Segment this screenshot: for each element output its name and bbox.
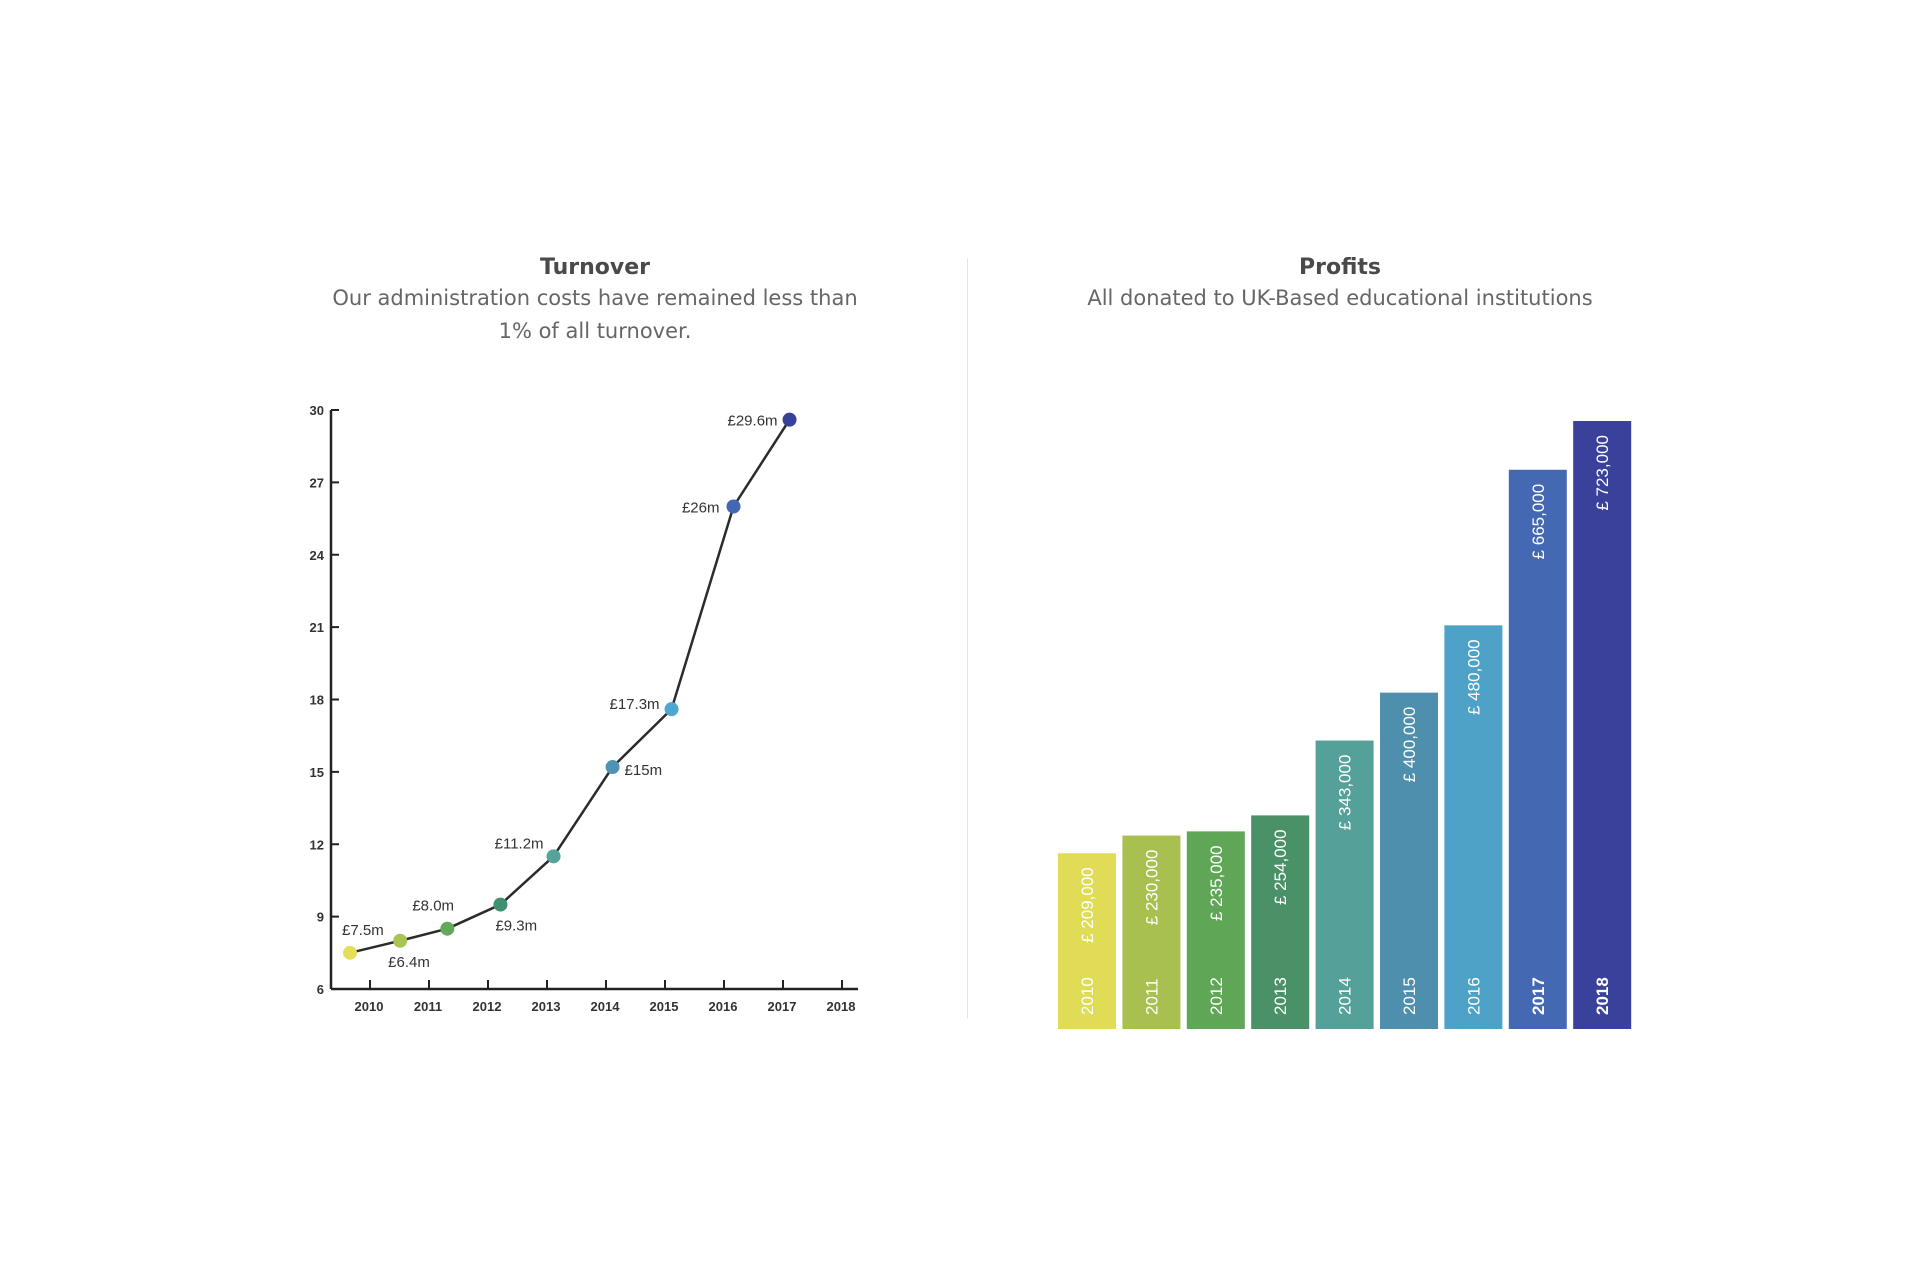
profits-subtitle: All donated to UK-Based educational inst…: [1087, 286, 1593, 310]
turnover-point-label: £8.0m: [412, 898, 454, 915]
turnover-y-tick-label: 12: [310, 837, 324, 852]
turnover-data-point: [440, 921, 455, 936]
turnover-point-label: £15m: [625, 762, 663, 779]
profits-bar-value-label: £ 230,000: [1142, 850, 1161, 926]
profits-bar-year-label: 2014: [1336, 977, 1355, 1015]
turnover-point-label: £26m: [682, 500, 720, 517]
turnover-y-tick-label: 9: [317, 910, 324, 925]
profits-title: Profits: [1298, 255, 1381, 280]
turnover-data-point: [343, 945, 357, 960]
turnover-title: Turnover: [540, 255, 650, 280]
turnover-data-point: [782, 412, 797, 427]
turnover-x-tick-label: 2017: [768, 999, 797, 1014]
turnover-data-point: [605, 760, 620, 775]
turnover-x-tick-label: 2012: [473, 999, 502, 1014]
turnover-header: Turnover Our administration costs have r…: [305, 254, 885, 348]
turnover-point-label: £9.3m: [495, 918, 537, 935]
turnover-x-tick-label: 2013: [532, 999, 561, 1014]
profits-bar-2011: [1122, 835, 1181, 1029]
turnover-x-tick-label: 2016: [709, 999, 738, 1014]
turnover-y-tick-label: 30: [310, 403, 324, 418]
profits-bar-2012: [1186, 831, 1245, 1029]
turnover-data-point: [726, 499, 741, 514]
profits-bar-year-label: 2010: [1078, 977, 1097, 1015]
profits-bar-value-label: £ 343,000: [1336, 755, 1355, 831]
turnover-point-label: £29.6m: [728, 413, 778, 430]
profits-bar-value-label: £ 254,000: [1271, 829, 1290, 905]
turnover-y-tick-label: 27: [310, 475, 324, 490]
profits-bar-value-label: £ 723,000: [1593, 435, 1612, 511]
turnover-point-label: £11.2m: [495, 835, 544, 852]
profits-bar-value-label: £ 665,000: [1529, 484, 1548, 560]
profits-bar-year-label: 2017: [1529, 977, 1548, 1015]
profits-bar-year-label: 2016: [1464, 977, 1483, 1015]
turnover-data-point: [393, 933, 408, 948]
turnover-y-tick-label: 18: [310, 693, 324, 708]
profits-bar-year-label: 2015: [1400, 977, 1419, 1015]
turnover-x-tick-label: 2018: [827, 999, 856, 1014]
turnover-y-tick-label: 15: [310, 765, 324, 780]
turnover-subtitle-line-2: 1% of all turnover.: [498, 319, 692, 343]
profits-header: Profits All donated to UK-Based educatio…: [1030, 254, 1650, 315]
profits-bar-value-label: £ 400,000: [1400, 707, 1419, 783]
profits-bar-year-label: 2011: [1142, 978, 1161, 1015]
profits-bar-2018: [1573, 421, 1632, 1029]
profits-bar-2013: [1251, 815, 1310, 1029]
turnover-y-tick-label: 24: [310, 548, 325, 563]
panel-divider: [967, 258, 968, 1018]
profits-bar-year-label: 2012: [1207, 977, 1226, 1015]
profits-bar-2010: [1058, 853, 1116, 1029]
profits-bar-value-label: £ 209,000: [1078, 867, 1097, 943]
turnover-data-point: [493, 897, 508, 912]
turnover-y-tick-label: 21: [310, 620, 324, 635]
profits-bar-2014: [1315, 740, 1374, 1029]
turnover-point-label: £7.5m: [342, 922, 384, 939]
profits-bar-value-label: £ 480,000: [1464, 639, 1483, 715]
profits-bar-year-label: 2013: [1271, 977, 1290, 1015]
profits-bar-2017: [1508, 469, 1567, 1029]
turnover-x-tick-label: 2010: [355, 999, 384, 1014]
turnover-data-point: [664, 702, 679, 717]
turnover-x-tick-label: 2011: [414, 999, 442, 1014]
turnover-point-label: £6.4m: [388, 954, 430, 971]
turnover-point-label: £17.3m: [610, 696, 660, 713]
profits-bar-year-label: 2018: [1593, 977, 1612, 1015]
turnover-x-tick-label: 2015: [650, 999, 679, 1014]
turnover-subtitle-line-1: Our administration costs have remained l…: [332, 286, 858, 310]
turnover-x-tick-label: 2014: [591, 999, 621, 1014]
profits-bar-2015: [1380, 692, 1438, 1029]
turnover-data-point: [546, 849, 561, 864]
turnover-y-tick-label: 6: [317, 982, 324, 997]
profits-bar-value-label: £ 235,000: [1207, 845, 1226, 921]
profits-bar-2016: [1444, 625, 1503, 1029]
